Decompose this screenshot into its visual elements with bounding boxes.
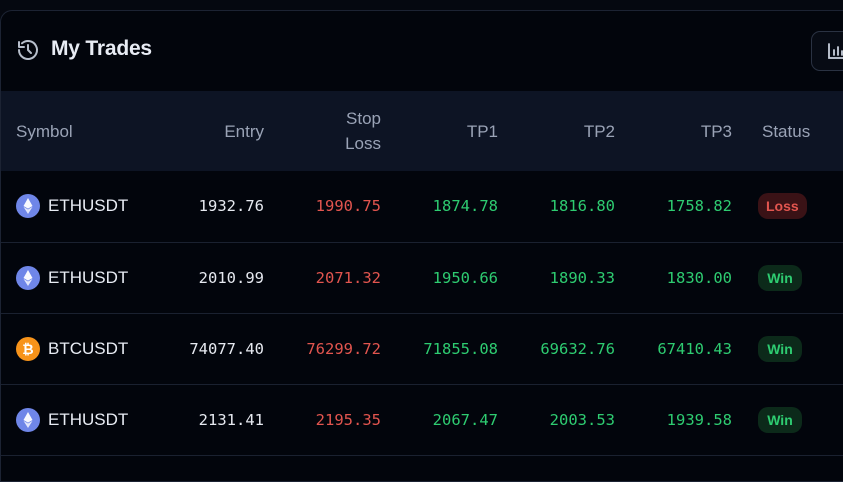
table-row[interactable]: ETHUSDT 1932.76 1990.75 1874.78 1816.80 … — [1, 171, 843, 242]
column-header-symbol[interactable]: Symbol — [16, 121, 73, 141]
status-badge: Win — [758, 406, 802, 433]
stop-loss-value: 2195.35 — [315, 410, 381, 429]
panel-header: My Trades — [1, 11, 843, 91]
symbol-cell: ETHUSDT — [1, 171, 151, 242]
tp1-value: 1874.78 — [432, 197, 498, 216]
tp3-value: 1830.00 — [666, 268, 732, 287]
status-cell: Win — [732, 384, 843, 455]
symbol-cell: ₿ BTCUSDT — [1, 313, 151, 384]
column-header-tp2[interactable]: TP2 — [583, 121, 615, 141]
ethereum-icon — [16, 194, 40, 219]
table-row[interactable]: ₿ BTCUSDT 74077.40 76299.72 71855.08 696… — [1, 313, 843, 384]
status-badge: Win — [758, 335, 802, 362]
table-row[interactable]: ETHUSDT 2010.99 2071.32 1950.66 1890.33 … — [1, 242, 843, 313]
chart-view-button[interactable] — [811, 31, 843, 71]
bar-chart-icon — [828, 43, 843, 59]
column-header-stop-loss[interactable]: Stop Loss — [264, 91, 381, 171]
entry-value: 74077.40 — [189, 339, 264, 358]
page-title: My Trades — [51, 37, 152, 60]
trades-table: Symbol Entry Stop Loss TP1 TP2 TP3 Statu… — [1, 91, 843, 456]
table-row[interactable]: ETHUSDT 2131.41 2195.35 2067.47 2003.53 … — [1, 384, 843, 455]
entry-value: 1932.76 — [198, 197, 264, 216]
stop-loss-value: 1990.75 — [315, 197, 381, 216]
entry-value: 2010.99 — [198, 268, 264, 287]
column-header-tp1[interactable]: TP1 — [466, 121, 498, 141]
column-header-tp3[interactable]: TP3 — [700, 121, 732, 141]
tp3-value: 1758.82 — [666, 197, 732, 216]
tp2-value: 1890.33 — [549, 268, 615, 287]
table-header-row: Symbol Entry Stop Loss TP1 TP2 TP3 Statu… — [1, 91, 843, 171]
status-badge: Loss — [758, 193, 807, 220]
symbol-text: ETHUSDT — [48, 196, 129, 216]
symbol-text: ETHUSDT — [48, 409, 129, 429]
tp1-value: 71855.08 — [423, 339, 498, 358]
column-header-status[interactable]: Status — [762, 121, 811, 141]
tp2-value: 69632.76 — [540, 339, 615, 358]
tp1-value: 2067.47 — [432, 410, 498, 429]
symbol-text: ETHUSDT — [48, 267, 129, 287]
tp3-value: 67410.43 — [657, 339, 732, 358]
ethereum-icon — [16, 407, 40, 432]
status-cell: Win — [732, 242, 843, 313]
symbol-text: BTCUSDT — [48, 338, 129, 358]
ethereum-icon — [16, 265, 40, 290]
stop-loss-value: 2071.32 — [315, 268, 381, 287]
symbol-cell: ETHUSDT — [1, 242, 151, 313]
bitcoin-icon: ₿ — [16, 336, 40, 361]
column-header-entry[interactable]: Entry — [224, 121, 264, 141]
tp1-value: 1950.66 — [432, 268, 498, 287]
tp3-value: 1939.58 — [666, 410, 732, 429]
stop-loss-value: 76299.72 — [306, 339, 381, 358]
tp2-value: 2003.53 — [549, 410, 615, 429]
stop-loss-label-line2: Loss — [345, 134, 381, 153]
history-icon — [16, 38, 40, 62]
status-badge: Win — [758, 264, 802, 291]
symbol-cell: ETHUSDT — [1, 384, 151, 455]
stop-loss-label-line1: Stop — [346, 109, 381, 128]
entry-value: 2131.41 — [198, 410, 264, 429]
svg-text:₿: ₿ — [22, 342, 33, 358]
status-cell: Loss — [732, 171, 843, 242]
tp2-value: 1816.80 — [549, 197, 615, 216]
status-cell: Win — [732, 313, 843, 384]
my-trades-panel: My Trades Symbol Entry Stop — [0, 10, 843, 482]
